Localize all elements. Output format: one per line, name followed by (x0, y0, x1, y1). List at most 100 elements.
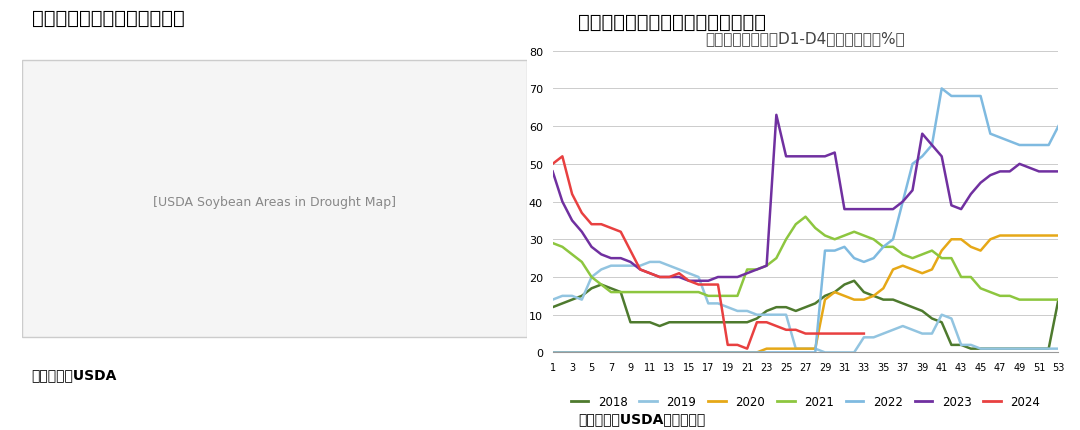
Text: 数据来源：USDA，国富期货: 数据来源：USDA，国富期货 (578, 412, 705, 426)
2019 (955, 342, 968, 347)
2024 (799, 331, 812, 336)
2022 (838, 245, 851, 250)
2024 (770, 324, 783, 329)
2024 (721, 342, 734, 347)
2023 (692, 279, 705, 284)
2019 (819, 350, 832, 355)
2024 (653, 275, 666, 280)
2019 (896, 324, 909, 329)
2024 (848, 331, 861, 336)
2019 (1052, 346, 1065, 351)
2024 (828, 331, 841, 336)
Text: [USDA Soybean Areas in Drought Map]: [USDA Soybean Areas in Drought Map] (153, 196, 396, 209)
FancyBboxPatch shape (22, 61, 527, 338)
Line: 2020: 2020 (553, 236, 1058, 353)
2021 (1052, 298, 1065, 303)
2018 (546, 305, 559, 310)
Text: 图：美豆主产区干旱面积占比: 图：美豆主产区干旱面积占比 (31, 9, 185, 28)
2021 (887, 245, 900, 250)
2023 (770, 113, 783, 118)
Text: 图表来源：USDA: 图表来源：USDA (31, 368, 117, 381)
2023 (896, 200, 909, 205)
2018 (877, 298, 890, 303)
2020 (1003, 233, 1016, 239)
2022 (848, 256, 861, 261)
2018 (887, 298, 900, 303)
2018 (848, 279, 861, 284)
2020 (867, 294, 880, 299)
2024 (712, 282, 725, 287)
2024 (858, 331, 870, 336)
2023 (955, 207, 968, 212)
2023 (858, 207, 870, 212)
2018 (858, 290, 870, 295)
2023 (887, 207, 900, 212)
2021 (799, 215, 812, 220)
2019 (858, 335, 870, 340)
2024 (585, 222, 598, 227)
2024 (692, 282, 705, 287)
2018 (964, 346, 977, 351)
Line: 2022: 2022 (553, 89, 1058, 353)
Legend: 2018, 2019, 2020, 2021, 2022, 2023, 2024: 2018, 2019, 2020, 2021, 2022, 2023, 2024 (566, 390, 1045, 413)
2021 (877, 245, 890, 250)
Line: 2018: 2018 (553, 281, 1058, 349)
2024 (673, 271, 686, 276)
2020 (838, 294, 851, 299)
2021 (683, 290, 696, 295)
Text: 图：干旱面积占比位于历史同期低位: 图：干旱面积占比位于历史同期低位 (578, 13, 766, 32)
2024 (624, 249, 637, 254)
2023 (683, 279, 696, 284)
2023 (867, 207, 880, 212)
2018 (683, 320, 696, 325)
Line: 2019: 2019 (553, 262, 1058, 353)
2020 (848, 298, 861, 303)
2024 (663, 275, 676, 280)
2024 (634, 267, 647, 273)
2019 (644, 260, 657, 265)
Title: 美豆主产区干旱（D1-D4）占比情况（%）: 美豆主产区干旱（D1-D4）占比情况（%） (705, 31, 905, 46)
2019 (867, 335, 880, 340)
2020 (546, 350, 559, 355)
2024 (780, 328, 793, 333)
2022 (935, 86, 948, 92)
2024 (838, 331, 851, 336)
2024 (556, 154, 569, 160)
2021 (848, 230, 861, 235)
2024 (809, 331, 822, 336)
2024 (702, 282, 715, 287)
2024 (789, 328, 802, 333)
2024 (644, 271, 657, 276)
2022 (683, 350, 696, 355)
2018 (945, 342, 958, 347)
2024 (566, 192, 579, 197)
2019 (887, 328, 900, 333)
2020 (994, 233, 1007, 239)
Line: 2024: 2024 (553, 157, 864, 349)
2022 (1052, 124, 1065, 129)
2024 (615, 230, 627, 235)
2024 (683, 279, 696, 284)
2024 (605, 226, 618, 231)
2021 (546, 241, 559, 246)
2021 (945, 256, 958, 261)
2022 (867, 256, 880, 261)
2024 (819, 331, 832, 336)
2022 (945, 94, 958, 99)
2018 (838, 282, 851, 287)
2021 (858, 233, 870, 239)
2024 (595, 222, 608, 227)
2020 (935, 249, 948, 254)
2018 (1052, 298, 1065, 303)
2019 (546, 298, 559, 303)
2024 (731, 342, 744, 347)
2024 (576, 211, 589, 216)
2024 (741, 346, 754, 351)
2020 (683, 350, 696, 355)
2024 (760, 320, 773, 325)
2023 (1052, 169, 1065, 175)
2024 (751, 320, 764, 325)
2024 (546, 162, 559, 167)
Line: 2021: 2021 (553, 217, 1058, 300)
2022 (1003, 139, 1016, 144)
